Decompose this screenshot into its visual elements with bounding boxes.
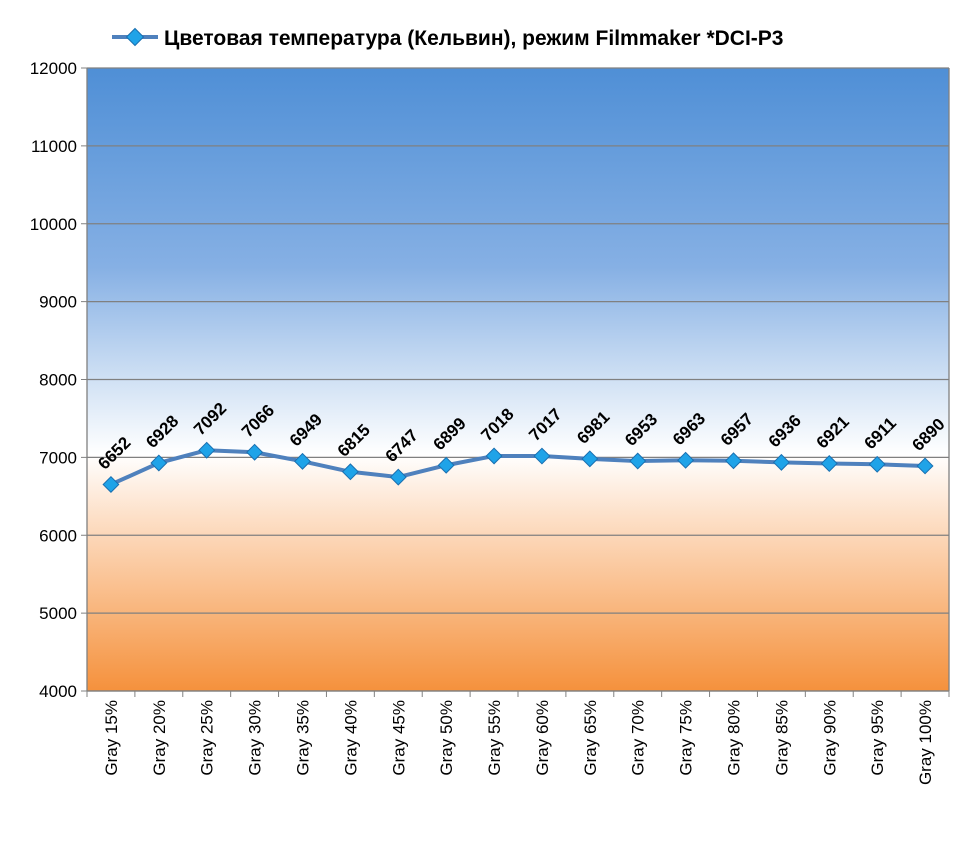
data-point-marker <box>677 451 695 469</box>
x-tick-label: Gray 25% <box>198 700 217 776</box>
data-point-marker <box>725 452 742 470</box>
data-point-marker <box>102 475 120 493</box>
x-tick-label: Gray 80% <box>725 700 744 776</box>
x-tick-label: Gray 95% <box>868 700 887 776</box>
x-tick-label: Gray 85% <box>772 700 791 776</box>
data-point-marker <box>437 456 455 474</box>
x-tick-label: Gray 45% <box>389 700 408 776</box>
y-tick-label: 12000 <box>30 59 77 78</box>
data-point-marker <box>581 450 599 468</box>
x-tick-label: Gray 30% <box>246 700 265 776</box>
x-tick-label: Gray 75% <box>677 700 696 776</box>
x-axis: Gray 15% Gray 20% Gray 25% Gray 30% Gray 35%… <box>86 68 950 785</box>
x-tick-label: Gray 65% <box>581 700 600 776</box>
y-tick-label: 9000 <box>39 293 77 312</box>
x-tick-label: Gray 90% <box>820 700 839 776</box>
data-point-marker <box>772 453 790 471</box>
legend-series-name: Цветовая температура (Кельвин), режим Fi… <box>164 27 783 50</box>
x-tick-label: Gray 70% <box>629 700 648 776</box>
x-tick-label: Gray 20% <box>150 700 169 776</box>
y-tick-label: 5000 <box>39 604 77 623</box>
x-tick-label: Gray 40% <box>341 700 360 776</box>
x-tick-label: Gray 50% <box>437 700 456 776</box>
legend-marker-swatch <box>125 27 145 47</box>
data-point-marker <box>294 452 311 470</box>
y-axis: 4000 5000 6000 7000 8000 9000 10000 11000 12000 <box>30 59 88 701</box>
x-tick-label: Gray 55% <box>485 700 504 776</box>
y-tick-label: 6000 <box>39 526 77 545</box>
x-tick-label: Gray 35% <box>294 700 313 776</box>
legend: Цветовая температура (Кельвин), режим Fi… <box>112 27 783 50</box>
y-tick-label: 4000 <box>39 682 77 701</box>
series-layer <box>102 441 934 493</box>
x-tick-label: Gray 15% <box>102 700 121 776</box>
data-point-marker <box>150 454 168 472</box>
data-point-marker <box>389 468 407 486</box>
y-tick-label: 7000 <box>39 448 77 467</box>
data-point-marker <box>629 452 647 470</box>
y-tick-label: 10000 <box>30 215 77 234</box>
data-point-marker <box>485 447 503 465</box>
y-tick-label: 11000 <box>31 137 77 156</box>
x-tick-label: Gray 60% <box>533 700 552 776</box>
data-point-marker <box>341 463 359 481</box>
y-tick-label: 8000 <box>39 371 77 390</box>
data-point-marker <box>533 447 551 465</box>
data-point-marker <box>868 455 886 473</box>
data-point-marker <box>198 441 216 459</box>
data-point-marker <box>246 443 264 461</box>
data-point-marker <box>916 457 934 475</box>
x-tick-label: Gray 100% <box>916 700 935 785</box>
data-point-marker <box>820 455 838 473</box>
